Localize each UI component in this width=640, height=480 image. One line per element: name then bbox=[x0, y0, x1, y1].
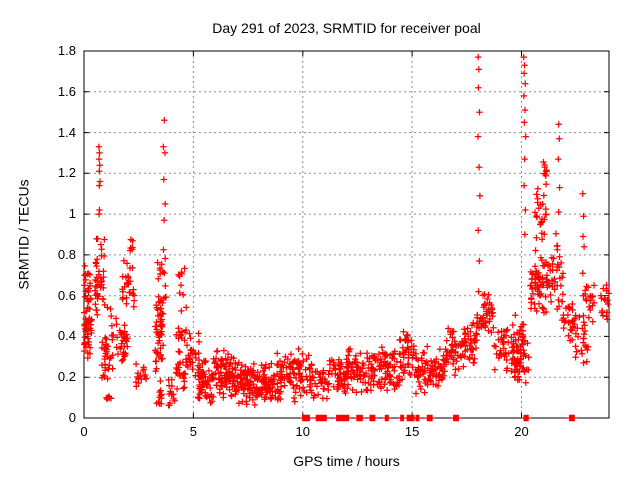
chart-title: Day 291 of 2023, SRMTID for receiver poa… bbox=[212, 20, 481, 36]
y-tick-label: 1.2 bbox=[57, 165, 76, 181]
y-axis-label: SRMTID / TECUs bbox=[15, 179, 32, 290]
y-tick-label: 1.4 bbox=[57, 124, 76, 140]
y-tick-label: 1.6 bbox=[57, 83, 76, 99]
x-tick-label: 20 bbox=[514, 424, 529, 439]
y-tick-label: 0.4 bbox=[57, 328, 76, 344]
x-tick-label: 10 bbox=[295, 424, 310, 439]
y-tick-label: 1 bbox=[68, 206, 76, 222]
y-tick-label: 0.6 bbox=[57, 287, 76, 303]
y-tick-label: 1.8 bbox=[57, 43, 76, 58]
x-tick-label: 0 bbox=[80, 424, 88, 439]
x-axis-label: GPS time / hours bbox=[293, 453, 400, 469]
x-tick-label: 15 bbox=[404, 424, 420, 439]
y-tick-label: 0.8 bbox=[57, 246, 76, 262]
y-tick-label: 0.2 bbox=[57, 369, 76, 385]
x-tick-label: 5 bbox=[189, 424, 197, 439]
y-tick-label: 0 bbox=[68, 410, 76, 425]
